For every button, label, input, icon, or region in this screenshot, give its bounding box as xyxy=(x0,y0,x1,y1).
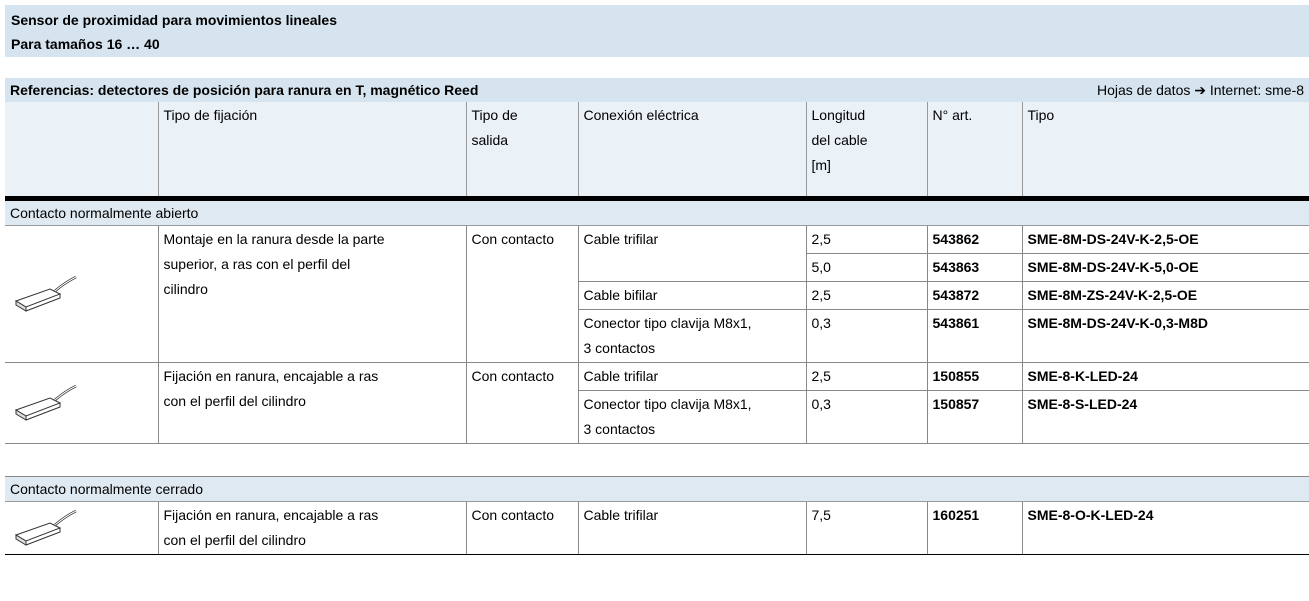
rule xyxy=(5,196,1309,201)
part-number: 543862 xyxy=(926,225,1022,254)
part-number: 543861 xyxy=(926,309,1022,363)
section-row: Contacto normalmente abierto xyxy=(5,201,1309,226)
output: Con contacto xyxy=(465,225,578,363)
output: Con contacto xyxy=(465,362,578,444)
type-code: SME-8-K-LED-24 xyxy=(1021,362,1309,391)
spacer-row xyxy=(5,443,1309,477)
data-row: 5,0 543863 SME-8M-DS-24V-K-5,0-OE xyxy=(5,253,1309,282)
header-rule xyxy=(5,196,1309,201)
cable-length: 2,5 xyxy=(805,362,927,391)
connection: Cable trifilar xyxy=(577,501,806,555)
cable-length: 2,5 xyxy=(805,225,927,254)
type-code: SME-8M-ZS-24V-K-2,5-OE xyxy=(1021,281,1309,310)
type-code: SME-8M-DS-24V-K-5,0-OE xyxy=(1021,253,1309,282)
subtitle: Para tamaños 16 … 40 xyxy=(11,36,160,52)
connection: Conector tipo clavija M8x1, 3 contactos xyxy=(577,390,806,444)
column-header: N° art. xyxy=(926,102,1022,196)
connection: Cable bifilar xyxy=(577,281,806,310)
sensor-icon xyxy=(14,275,77,312)
part-number: 543863 xyxy=(926,253,1022,282)
spacer xyxy=(5,443,1309,477)
section-row: Contacto normalmente cerrado xyxy=(5,476,1309,502)
fixing: Fijación en ranura, encajable a ras con … xyxy=(157,362,466,444)
connection: Cable trifilar xyxy=(577,225,806,282)
part-number: 150855 xyxy=(926,362,1022,391)
cable-length: 2,5 xyxy=(805,281,927,310)
icon-cell xyxy=(5,225,158,363)
connection: Cable trifilar xyxy=(577,362,806,391)
type-code: SME-8M-DS-24V-K-2,5-OE xyxy=(1021,225,1309,254)
data-row: Conector tipo clavija M8x1, 3 contactos 0… xyxy=(5,309,1309,363)
caption-row: Referencias: detectores de posición para… xyxy=(5,78,1309,102)
sensor-icon xyxy=(14,384,77,421)
title: Sensor de proximidad para movimientos li… xyxy=(11,12,337,28)
caption: Referencias: detectores de posición para… xyxy=(5,78,806,102)
column-header: Tipo de fijación xyxy=(157,102,466,196)
cable-length: 0,3 xyxy=(805,390,927,444)
connection: Conector tipo clavija M8x1, 3 contactos xyxy=(577,309,806,363)
part-number: 150857 xyxy=(926,390,1022,444)
column-header: Conexión eléctrica xyxy=(577,102,806,196)
part-number: 543872 xyxy=(926,281,1022,310)
fixing: Montaje en la ranura desde la parte supe… xyxy=(157,225,466,363)
data-row: Conector tipo clavija M8x1, 3 contactos 0… xyxy=(5,390,1309,444)
section-label: Contacto normalmente cerrado xyxy=(5,476,1309,502)
cable-length: 0,3 xyxy=(805,309,927,363)
type-code: SME-8-S-LED-24 xyxy=(1021,390,1309,444)
sensor-icon xyxy=(14,509,77,546)
header: Sensor de proximidad para movimientos li… xyxy=(5,5,1309,57)
data-row: Fijación en ranura, encajable a ras con … xyxy=(5,362,1309,444)
data-row: Fijación en ranura, encajable a ras con … xyxy=(5,501,1309,555)
data-row: Cable bifilar 2,5 543872 SME-8M-ZS-24V-K-2,… xyxy=(5,281,1309,310)
data-row: Montaje en la ranura desde la parte supe… xyxy=(5,225,1309,363)
part-number: 160251 xyxy=(926,501,1022,555)
type-code: SME-8M-DS-24V-K-0,3-M8D xyxy=(1021,309,1309,363)
section-label: Contacto normalmente abierto xyxy=(5,201,1309,226)
icon-cell xyxy=(5,362,158,444)
column-header-row: Tipo de fijación Tipo de salida Conexión e… xyxy=(5,102,1309,196)
column-header: Tipo xyxy=(1021,102,1309,196)
output: Con contacto xyxy=(465,501,578,555)
order-table: Referencias: detectores de posición para… xyxy=(5,78,1309,555)
table-body: Referencias: detectores de posición para… xyxy=(5,78,1309,555)
column-header: Tipo de salida xyxy=(465,102,578,196)
fixing: Fijación en ranura, encajable a ras con … xyxy=(157,501,466,555)
cable-length: 5,0 xyxy=(805,253,927,282)
type-code: SME-8-O-K-LED-24 xyxy=(1021,501,1309,555)
caption-note: Hojas de datos ➔ Internet: sme-8 xyxy=(806,78,1309,102)
column-header-empty xyxy=(5,102,158,196)
column-header: Longitud del cable [m] xyxy=(805,102,927,196)
cable-length: 7,5 xyxy=(805,501,927,555)
icon-cell xyxy=(5,501,158,555)
